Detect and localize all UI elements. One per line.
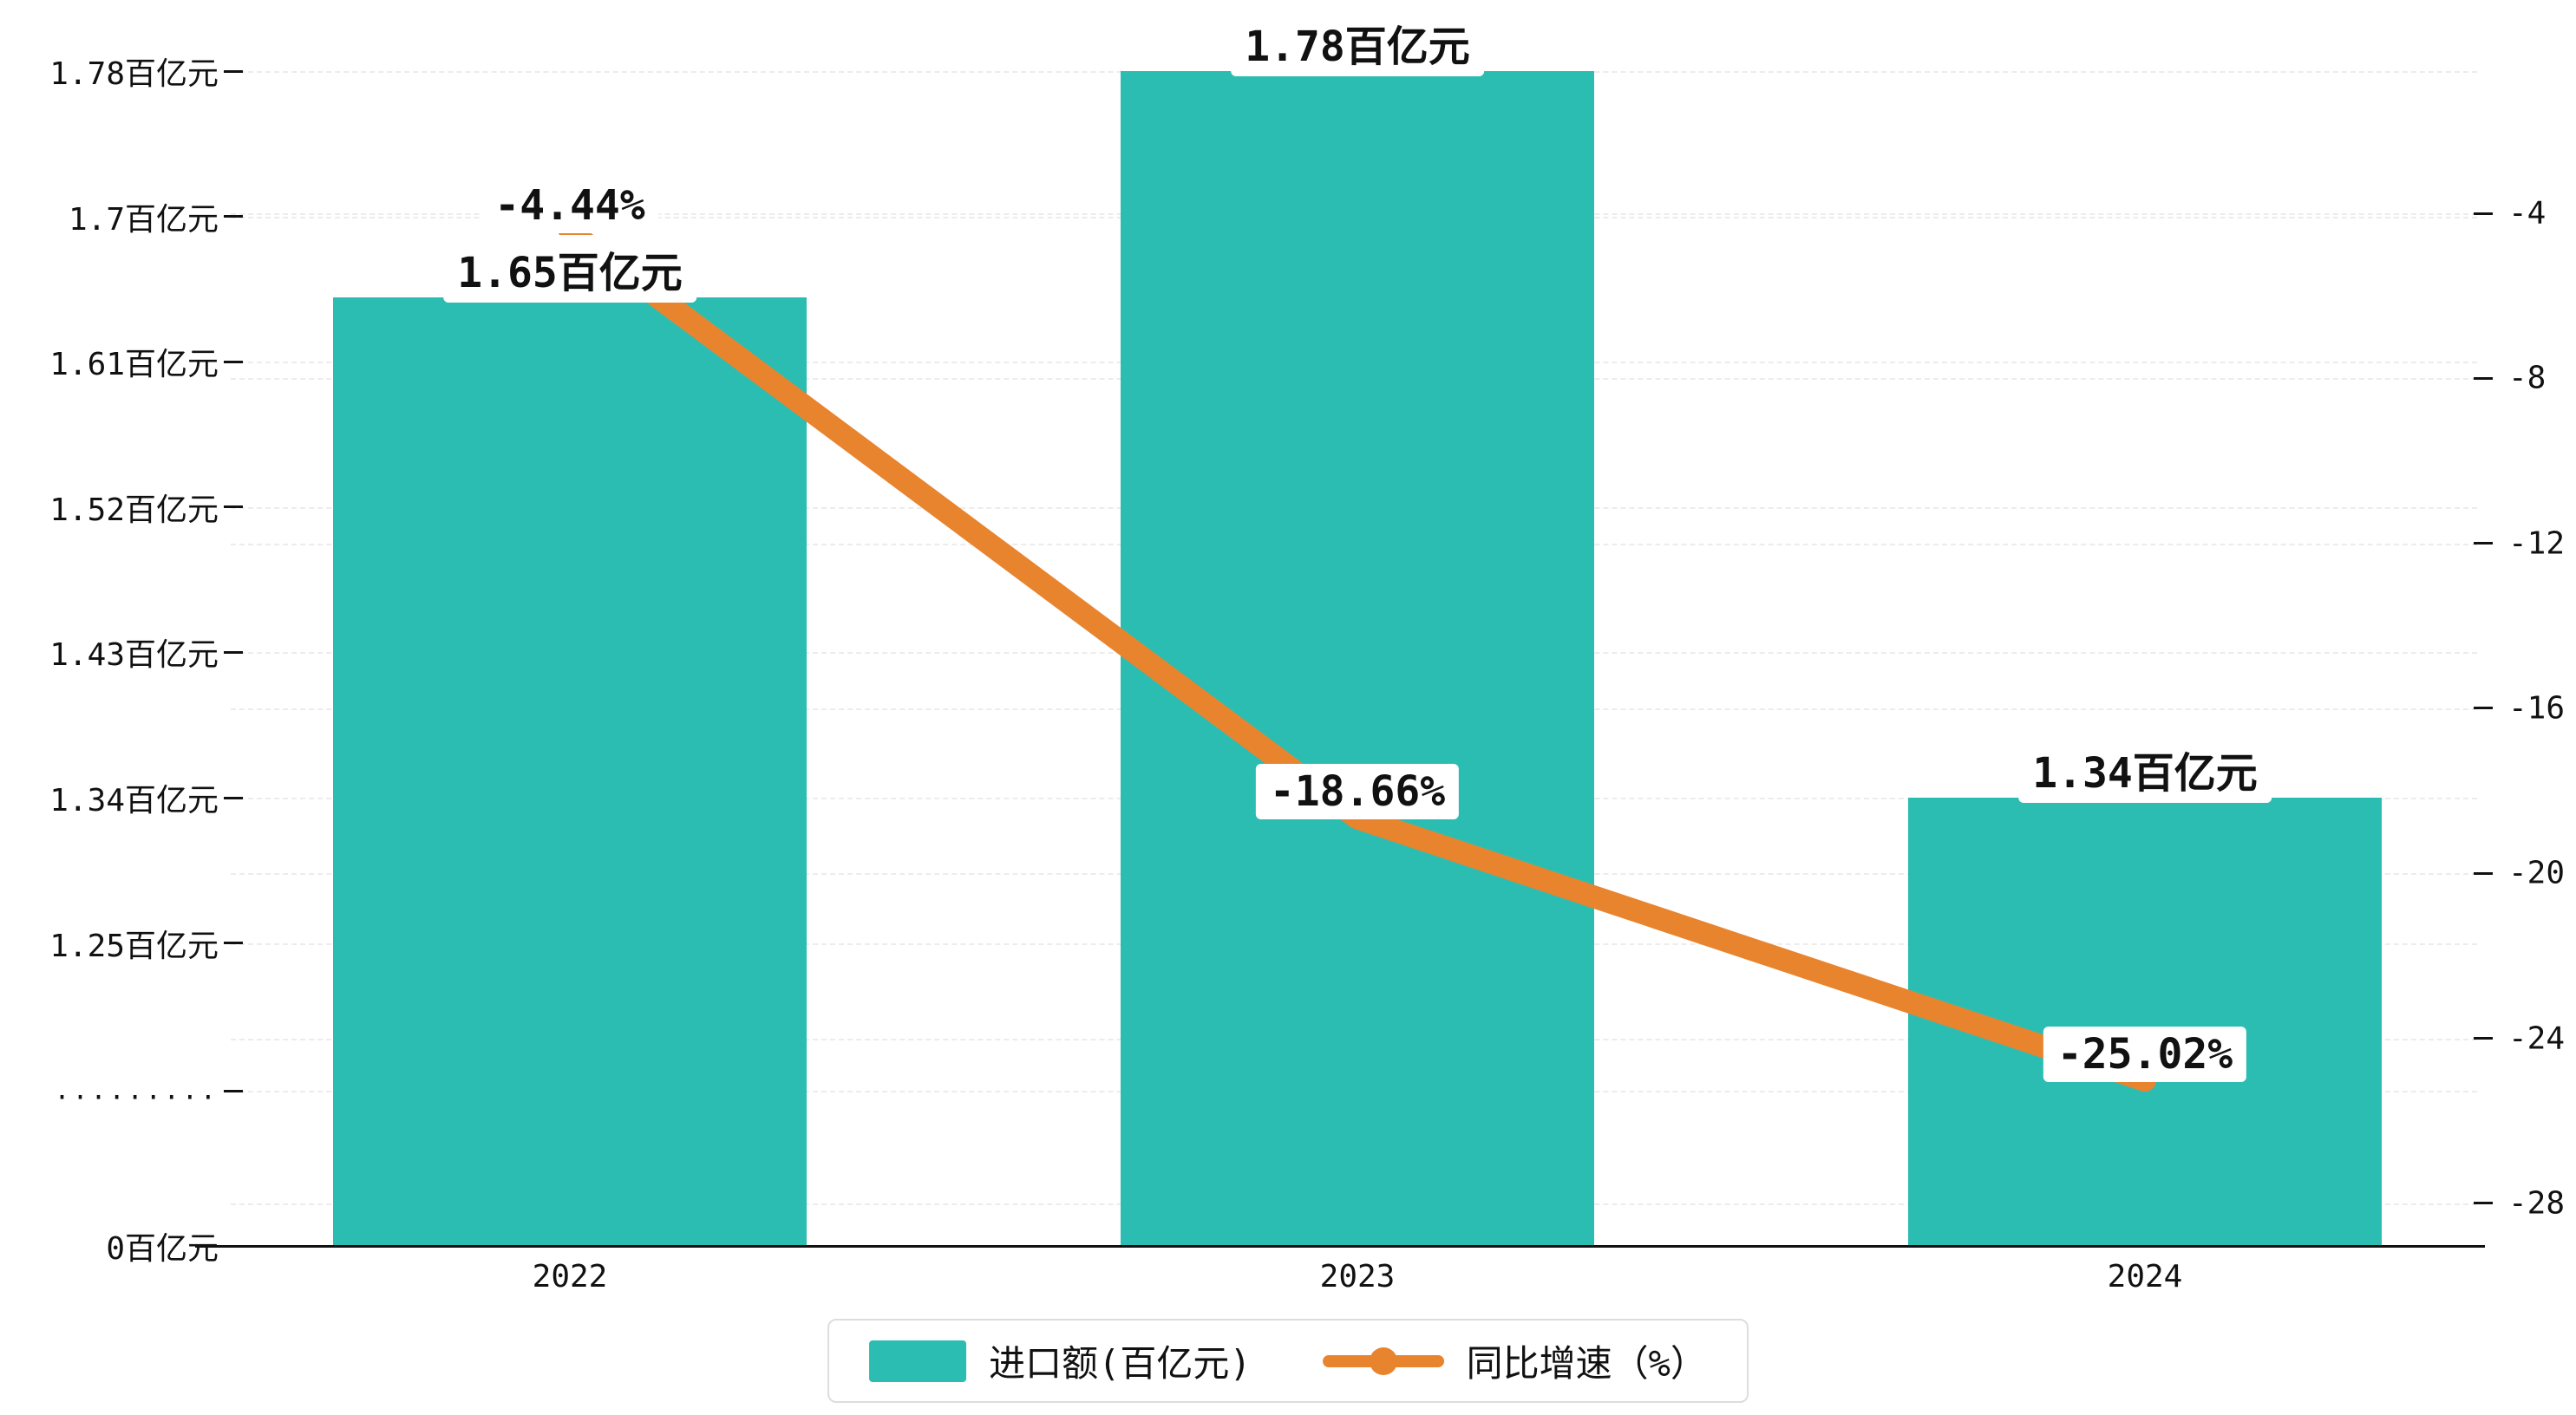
y-axis-label-right: -24 — [2508, 1020, 2566, 1056]
y-axis-tick-right — [2474, 1037, 2493, 1040]
y-axis-tick-left — [224, 942, 243, 945]
y-axis-break-label: ......... — [54, 1075, 219, 1106]
y-axis-tick-right — [2474, 871, 2493, 875]
bar-value-label: 1.78百亿元 — [1231, 9, 1484, 76]
x-axis-label: 2022 — [532, 1259, 608, 1294]
y-axis-tick-left — [224, 796, 243, 799]
y-axis-label-right: -4 — [2508, 195, 2547, 231]
y-axis-label-right: -12 — [2508, 525, 2566, 562]
line-value-label: -25.02% — [2043, 1027, 2247, 1083]
y-axis-tick-right — [2474, 212, 2493, 215]
y-axis-tick-left — [224, 360, 243, 363]
x-axis-line — [195, 1245, 2485, 1248]
y-axis-tick-left — [224, 1089, 243, 1092]
legend-bar-swatch — [869, 1340, 967, 1382]
bar-value-label: 1.65百亿元 — [443, 234, 696, 303]
y-axis-label-left: 1.34百亿元 — [49, 783, 219, 818]
line-value-label: -4.44% — [481, 177, 659, 233]
y-axis-label-left: 1.52百亿元 — [49, 492, 219, 528]
legend-line-label: 同比增速（%） — [1466, 1342, 1707, 1385]
bar-2024 — [1908, 798, 2382, 1246]
bar-value-label: 1.34百亿元 — [2018, 735, 2272, 803]
y-axis-tick-left — [224, 505, 243, 509]
y-axis-tick-right — [2474, 707, 2493, 710]
x-axis-label: 2024 — [2107, 1259, 2183, 1294]
y-axis-tick-right — [2474, 1202, 2493, 1205]
y-axis-label-right: -16 — [2508, 690, 2566, 727]
y-axis-zero-label: 0百亿元 — [106, 1231, 219, 1267]
legend-bar-label: 进口额(百亿元) — [989, 1342, 1252, 1385]
bar-2022 — [333, 297, 807, 1246]
y-axis-tick-left — [224, 69, 243, 73]
y-axis-label-left: 1.61百亿元 — [49, 347, 219, 383]
y-axis-tick-left — [224, 215, 243, 218]
y-axis-tick-right — [2474, 542, 2493, 545]
bar-2023 — [1121, 71, 1594, 1246]
legend: 进口额(百亿元) 同比增速（%） — [827, 1319, 1749, 1403]
y-axis-label-right: -8 — [2508, 360, 2547, 396]
y-axis-label-left: 1.25百亿元 — [49, 928, 219, 964]
y-axis-label-left: 1.78百亿元 — [49, 56, 219, 92]
y-axis-label-left: 1.43百亿元 — [49, 637, 219, 674]
y-axis-label-left: 1.7百亿元 — [68, 201, 219, 238]
y-axis-tick-right — [2474, 376, 2493, 380]
legend-line-swatch — [1322, 1340, 1444, 1382]
y-axis-tick-left — [224, 650, 243, 654]
y-axis-label-right: -28 — [2508, 1185, 2566, 1222]
line-value-label: -18.66% — [1255, 764, 1460, 820]
x-axis-label: 2023 — [1319, 1259, 1396, 1294]
y-axis-label-right: -20 — [2508, 855, 2566, 891]
legend-line-dot-icon — [1369, 1347, 1397, 1375]
